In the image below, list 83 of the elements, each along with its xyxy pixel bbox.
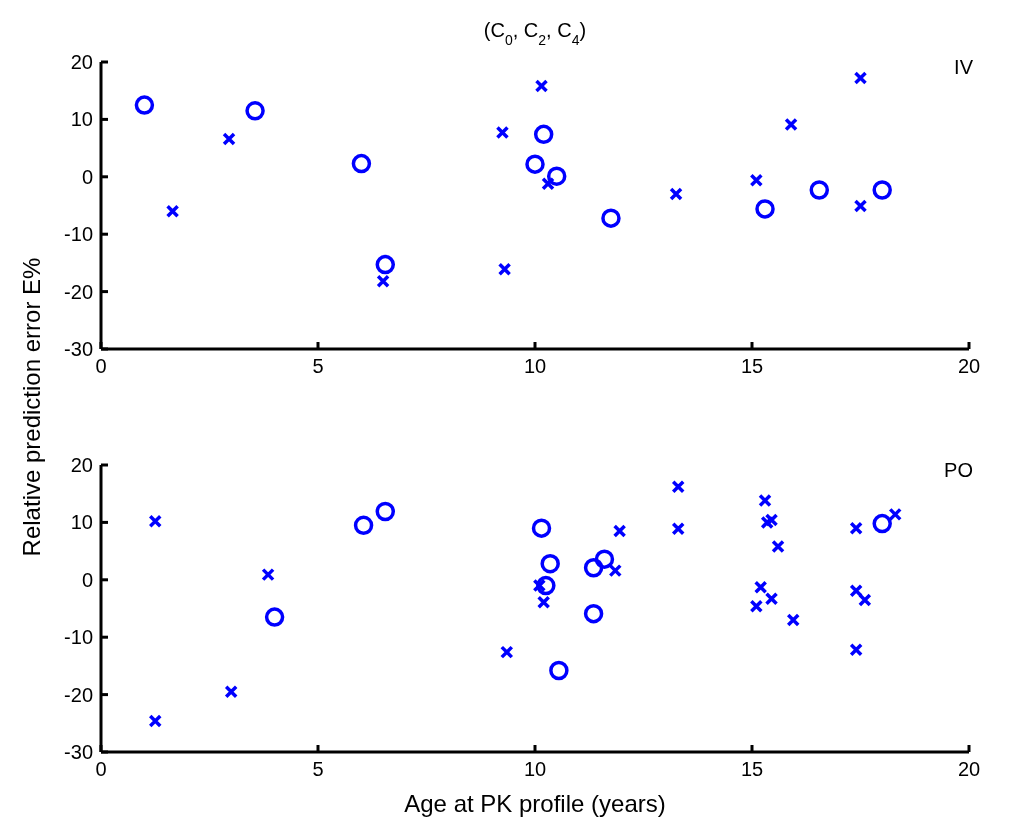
point	[222, 132, 236, 146]
point	[148, 714, 162, 728]
y-tick-label: -30	[64, 338, 93, 360]
point	[376, 274, 390, 289]
x-tick-label: 15	[740, 758, 764, 780]
point	[669, 187, 683, 201]
y-tick-label: 20	[70, 454, 93, 476]
point	[536, 595, 551, 609]
point	[749, 173, 764, 187]
point	[134, 95, 155, 115]
point	[549, 660, 569, 681]
point	[749, 599, 764, 613]
point	[764, 513, 779, 527]
y-tick-label: -20	[64, 280, 93, 303]
x-tick-label: 10	[523, 355, 547, 377]
point	[872, 180, 892, 200]
y-tick-label: -30	[64, 741, 93, 763]
annotation: IV	[954, 56, 974, 78]
point	[375, 501, 396, 522]
y-tick-label: -10	[64, 223, 93, 246]
point	[771, 539, 785, 554]
point	[531, 518, 552, 538]
point	[594, 549, 615, 569]
point	[353, 515, 374, 536]
y-tick-label: 10	[70, 108, 93, 131]
point	[853, 199, 868, 213]
point	[601, 208, 621, 228]
point	[849, 583, 863, 598]
point	[671, 521, 685, 536]
point	[853, 71, 868, 85]
y-tick-label: -20	[64, 683, 93, 706]
x-tick-label: 15	[740, 355, 764, 377]
x-tick-label: 20	[957, 355, 981, 377]
point	[849, 521, 863, 535]
point	[534, 79, 549, 93]
point	[612, 524, 627, 538]
point	[809, 180, 830, 200]
point	[536, 575, 556, 596]
point	[375, 254, 396, 275]
point	[541, 176, 555, 191]
y-tick-label: 20	[70, 51, 93, 73]
point	[758, 493, 772, 508]
point	[497, 262, 512, 276]
point	[608, 563, 623, 578]
point	[764, 591, 779, 606]
point	[671, 480, 685, 494]
point	[583, 603, 604, 624]
point	[888, 507, 902, 522]
x-axis-title: Age at PK profile (years)	[404, 790, 666, 817]
annotation: PO	[944, 459, 973, 481]
point	[224, 684, 238, 699]
point	[849, 643, 863, 657]
point	[148, 514, 162, 528]
point	[533, 124, 554, 145]
point	[784, 117, 798, 132]
point	[755, 199, 775, 219]
x-tick-label: 5	[312, 758, 324, 780]
point	[495, 125, 510, 140]
point	[858, 593, 872, 607]
x-tick-label: 10	[523, 758, 547, 780]
x-tick-label: 20	[957, 758, 981, 780]
x-tick-label: 0	[95, 758, 107, 780]
x-tick-label: 0	[95, 355, 107, 377]
x-tick-label: 5	[312, 355, 324, 377]
point	[872, 513, 892, 534]
point	[500, 645, 514, 659]
point	[583, 558, 604, 578]
chart-title: (C$_{0}$, C$_{2}$, C$_{4}$)	[483, 19, 587, 48]
point	[753, 580, 768, 595]
point	[525, 154, 545, 174]
point	[264, 607, 285, 627]
point	[786, 613, 800, 627]
point	[540, 553, 560, 574]
point	[546, 166, 567, 186]
y-tick-label: 0	[81, 165, 93, 188]
point	[351, 153, 372, 174]
y-tick-label: 0	[81, 568, 93, 591]
point	[245, 101, 265, 121]
point	[165, 204, 180, 218]
y-tick-label: 10	[70, 511, 93, 534]
y-tick-label: -10	[64, 626, 93, 649]
point	[261, 567, 275, 582]
y-axis-title: Relative prediction error E%	[18, 257, 45, 557]
